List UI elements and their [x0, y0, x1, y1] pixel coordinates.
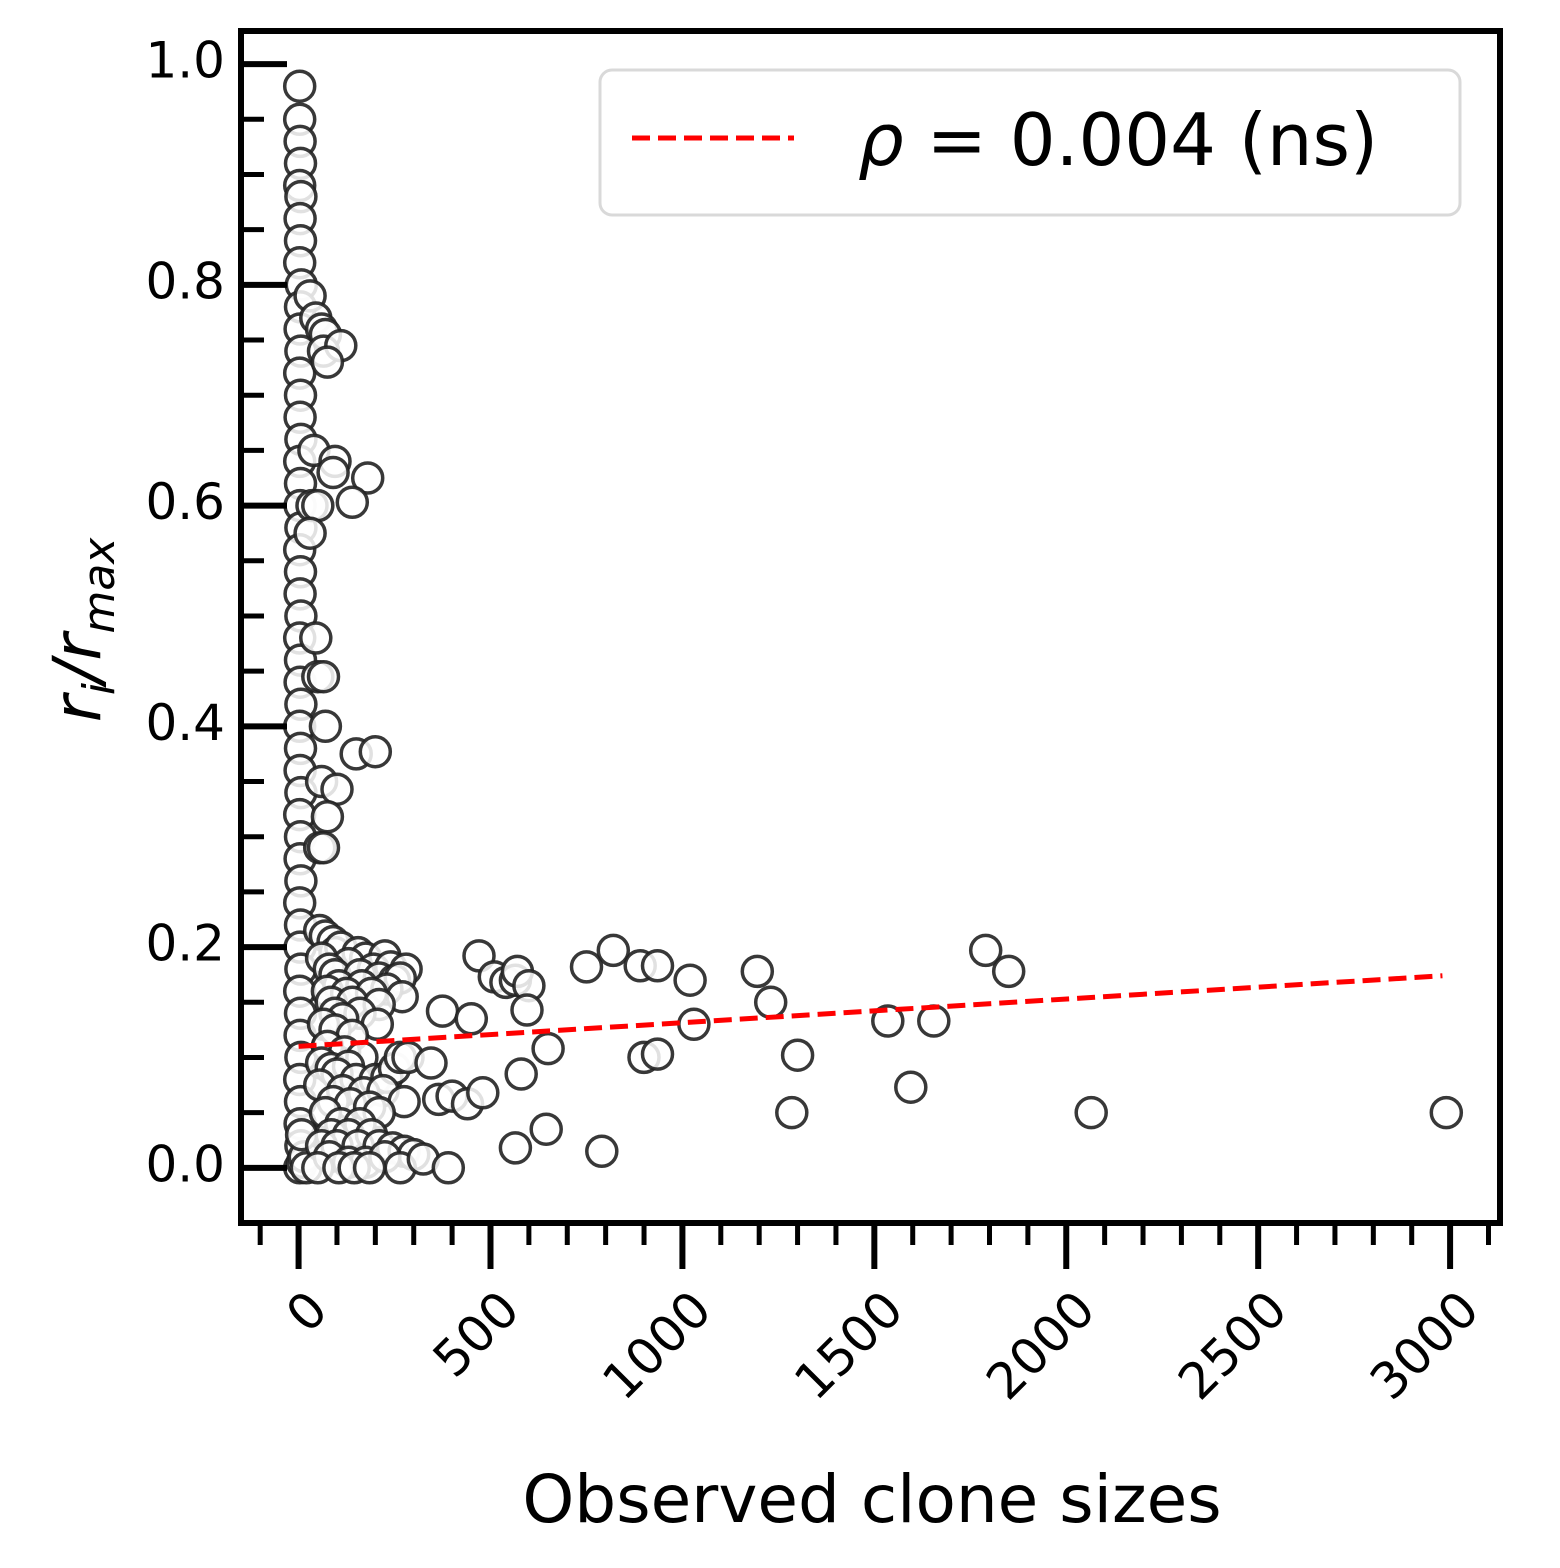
legend: ρ = 0.004 (ns): [598, 68, 1462, 217]
x-tick-label: 500: [422, 1280, 530, 1388]
data-point: [775, 1095, 809, 1130]
y-axis-title: ri/rmax: [39, 537, 125, 723]
data-point: [1429, 1095, 1464, 1130]
data-point: [350, 461, 385, 495]
legend-symbol: ρ: [858, 98, 904, 182]
x-axis-ticks: 0 500 1000 1500 2000 2500 3000: [257, 1223, 1491, 1411]
x-tick-label: 3000: [1359, 1280, 1490, 1411]
trend-line-group: [298, 973, 1443, 1049]
y-tick-label: 1.0: [145, 32, 225, 90]
data-point: [306, 659, 341, 694]
x-tick-label: 2500: [1167, 1280, 1298, 1411]
data-point: [917, 1004, 951, 1038]
data-point: [335, 485, 370, 520]
trend-line: [298, 973, 1443, 1049]
data-point: [310, 800, 345, 834]
data-point: [299, 621, 333, 655]
data-point: [358, 734, 393, 769]
data-point: [454, 1002, 489, 1036]
legend-box: [598, 68, 1462, 217]
data-point: [640, 1037, 675, 1071]
y-title-base: r: [39, 691, 116, 722]
data-point: [498, 1131, 533, 1165]
data-point: [968, 933, 1003, 968]
y-tick-label: 0.4: [145, 694, 225, 752]
data-point: [991, 954, 1026, 989]
y-title-sub-num: i: [74, 682, 125, 695]
data-point: [293, 516, 327, 550]
svg-text:ri/rmax: ri/rmax: [39, 537, 125, 723]
data-point: [306, 830, 341, 865]
data-point: [282, 69, 317, 103]
y-tick-label: 0.0: [145, 1135, 225, 1193]
x-tick-label: 2000: [975, 1280, 1106, 1411]
data-point: [316, 455, 350, 490]
data-point: [301, 488, 335, 523]
data-point: [531, 1031, 565, 1066]
data-point: [569, 950, 604, 984]
data-point: [640, 949, 675, 983]
y-axis-ticks: 0.0 0.2 0.4 0.6 0.8 1.0: [145, 32, 287, 1193]
data-point: [510, 993, 544, 1027]
data-point: [504, 1057, 538, 1091]
y-tick-label: 0.8: [145, 252, 225, 310]
scatter-points: [282, 69, 1464, 1185]
data-point: [871, 1004, 905, 1038]
x-axis-title: Observed clone sizes: [522, 1461, 1221, 1538]
data-point: [894, 1070, 928, 1104]
x-tick-label: 0: [275, 1280, 339, 1344]
data-point: [310, 345, 345, 379]
data-point: [780, 1038, 815, 1072]
data-point: [1074, 1095, 1108, 1130]
legend-label: ρ = 0.004 (ns): [858, 98, 1378, 182]
x-tick-label: 1000: [591, 1280, 722, 1411]
plot-frame: [238, 28, 1503, 1226]
data-point: [585, 1134, 619, 1169]
legend-text: = 0.004 (ns): [904, 98, 1378, 182]
y-tick-label: 0.2: [145, 915, 225, 973]
data-point: [466, 1076, 500, 1110]
data-point: [308, 709, 343, 744]
data-point: [431, 1151, 466, 1185]
data-point: [414, 1046, 448, 1080]
y-tick-label: 0.6: [145, 473, 225, 531]
data-point: [352, 1151, 387, 1185]
y-title-base-2: r: [39, 630, 116, 661]
data-point: [673, 963, 707, 997]
data-point: [320, 772, 354, 806]
data-point: [753, 985, 788, 1020]
y-title-sub-den: max: [74, 537, 125, 634]
data-point: [740, 954, 775, 989]
data-point: [425, 994, 460, 1028]
data-point: [596, 933, 631, 968]
x-tick-label: 1500: [783, 1280, 914, 1411]
data-point: [529, 1112, 563, 1146]
